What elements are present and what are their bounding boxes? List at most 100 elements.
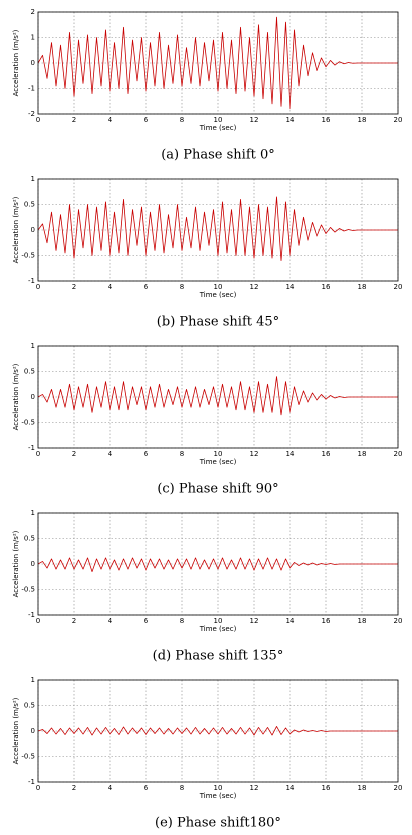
x-tick-label: 6 xyxy=(144,450,149,458)
y-tick-label: -0.5 xyxy=(21,252,35,260)
y-tick-label: -0.5 xyxy=(21,586,35,594)
x-tick-label: 6 xyxy=(144,617,149,625)
x-tick-label: 0 xyxy=(36,283,40,291)
x-tick-label: 18 xyxy=(358,450,367,458)
x-tick-label: 14 xyxy=(286,784,295,792)
y-tick-label: 0 xyxy=(31,560,35,568)
chart-panel: 0 2 4 6 8 10 12 14 16 18 20 -1 -0.5 0 0.5 1 Time (sec) Ac… xyxy=(12,342,402,497)
x-tick-label: 16 xyxy=(322,784,331,792)
x-tick-label: 10 xyxy=(214,450,223,458)
x-tick-label: 0 xyxy=(36,784,40,792)
x-tick-label: 8 xyxy=(180,784,184,792)
x-tick-label: 4 xyxy=(108,116,113,124)
x-tick-label: 6 xyxy=(144,784,149,792)
x-tick-label: 8 xyxy=(180,450,184,458)
x-tick-label: 4 xyxy=(108,283,113,291)
y-tick-label: 0.5 xyxy=(24,702,35,710)
x-tick-label: 16 xyxy=(322,283,331,291)
x-tick-label: 4 xyxy=(108,617,113,625)
x-axis-label: Time (sec) xyxy=(199,625,237,633)
x-tick-label: 20 xyxy=(394,617,403,625)
x-tick-label: 10 xyxy=(214,283,223,291)
signal-line xyxy=(37,726,398,736)
x-tick-label: 16 xyxy=(322,450,331,458)
x-tick-label: 8 xyxy=(180,617,184,625)
x-tick-label: 12 xyxy=(250,450,259,458)
y-tick-label: -1 xyxy=(28,611,35,619)
chart-panel: 0 2 4 6 8 10 12 14 16 18 20 -1 -0.5 0 0.5 1 Time (sec) Ac… xyxy=(12,509,402,664)
caption: (a) Phase shift 0° xyxy=(161,148,275,163)
x-tick-label: 12 xyxy=(250,283,259,291)
x-tick-label: 12 xyxy=(250,617,259,625)
signal-line xyxy=(37,16,398,110)
x-tick-label: 14 xyxy=(286,283,295,291)
y-tick-label: 1 xyxy=(31,342,35,350)
x-tick-label: 10 xyxy=(214,116,223,124)
y-tick-label: -1 xyxy=(28,277,35,285)
y-tick-label: -2 xyxy=(28,110,35,118)
x-tick-label: 2 xyxy=(72,450,76,458)
y-tick-label: -0.5 xyxy=(21,419,35,427)
x-tick-label: 18 xyxy=(358,784,367,792)
plot-frame xyxy=(37,512,399,616)
caption: (b) Phase shift 45° xyxy=(157,315,279,330)
x-tick-label: 16 xyxy=(322,617,331,625)
x-tick-label: 16 xyxy=(322,116,331,124)
plot-frame xyxy=(37,11,399,115)
y-axis-label: Acceleration (m/s²) xyxy=(12,29,20,96)
signal-line xyxy=(37,376,398,416)
y-tick-label: 0.5 xyxy=(24,368,35,376)
y-tick-label: 0 xyxy=(31,727,35,735)
x-axis-label: Time (sec) xyxy=(199,792,237,800)
x-tick-label: 0 xyxy=(36,450,40,458)
x-tick-label: 2 xyxy=(72,617,76,625)
y-tick-label: -1 xyxy=(28,85,35,93)
x-tick-label: 20 xyxy=(394,116,403,124)
y-axis-label: Acceleration (m/s²) xyxy=(12,196,20,263)
plot-frame xyxy=(37,178,399,282)
x-axis-label: Time (sec) xyxy=(199,291,237,299)
x-tick-label: 18 xyxy=(358,617,367,625)
x-tick-label: 12 xyxy=(250,784,259,792)
x-tick-label: 20 xyxy=(394,450,403,458)
y-tick-label: -1 xyxy=(28,778,35,786)
y-tick-label: -0.5 xyxy=(21,753,35,761)
x-tick-label: 20 xyxy=(394,283,403,291)
x-tick-label: 4 xyxy=(108,784,113,792)
y-axis-label: Acceleration (m/s²) xyxy=(12,530,20,597)
x-tick-label: 18 xyxy=(358,283,367,291)
chart-panel: 0 2 4 6 8 10 12 14 16 18 20 -1 -0.5 0 0.5 1 Time (sec) Ac… xyxy=(12,676,402,831)
y-tick-label: 2 xyxy=(31,8,35,16)
signal-line xyxy=(37,557,398,573)
signal-line xyxy=(37,196,398,261)
x-axis-label: Time (sec) xyxy=(199,124,237,132)
y-tick-label: 1 xyxy=(31,676,35,684)
x-tick-label: 2 xyxy=(72,116,76,124)
y-axis-label: Acceleration (m/s²) xyxy=(12,697,20,764)
x-tick-label: 14 xyxy=(286,116,295,124)
x-tick-label: 12 xyxy=(250,116,259,124)
x-axis-label: Time (sec) xyxy=(199,458,237,466)
y-tick-label: 0.5 xyxy=(24,201,35,209)
x-tick-label: 10 xyxy=(214,784,223,792)
x-tick-label: 8 xyxy=(180,116,184,124)
x-tick-label: 2 xyxy=(72,283,76,291)
y-tick-label: -1 xyxy=(28,444,35,452)
y-tick-label: 0 xyxy=(31,393,35,401)
x-tick-label: 2 xyxy=(72,784,76,792)
x-tick-label: 6 xyxy=(144,283,149,291)
y-tick-label: 1 xyxy=(31,34,35,42)
x-tick-label: 0 xyxy=(36,116,40,124)
x-tick-label: 8 xyxy=(180,283,184,291)
y-tick-label: 0 xyxy=(31,59,35,67)
y-tick-label: 1 xyxy=(31,175,35,183)
x-tick-label: 6 xyxy=(144,116,149,124)
y-axis-label: Acceleration (m/s²) xyxy=(12,363,20,430)
x-tick-label: 0 xyxy=(36,617,40,625)
x-tick-label: 18 xyxy=(358,116,367,124)
caption: (d) Phase shift 135° xyxy=(153,649,284,664)
caption: (e) Phase shift180° xyxy=(155,816,281,831)
